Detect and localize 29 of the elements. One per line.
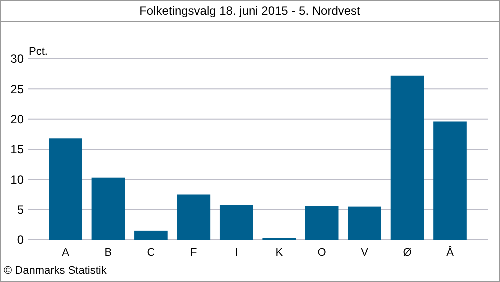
y-tick-label: 0	[17, 233, 24, 248]
x-tick-label: C	[147, 247, 156, 259]
bar	[220, 205, 254, 240]
bar	[390, 76, 424, 240]
x-tick-label: F	[190, 247, 198, 259]
text: © Danmarks Statistik	[4, 265, 108, 277]
chart-title: Folketingsvalg 18. juni 2015 - 5. Nordvest	[140, 4, 362, 18]
y-axis-title: Pct.	[29, 46, 48, 58]
bar	[177, 194, 211, 240]
bar	[348, 206, 382, 240]
x-tick-label: O	[318, 247, 327, 259]
y-tick-label: 10	[10, 172, 24, 187]
bar	[49, 138, 82, 240]
x-tick-label: B	[104, 247, 112, 259]
y-tick-label: 5	[17, 203, 24, 218]
y-tick-label: 15	[10, 142, 24, 157]
bar	[92, 178, 126, 240]
x-tick-label: Å	[446, 246, 455, 259]
bar	[434, 122, 467, 240]
bar	[134, 230, 168, 240]
y-tick-label: 25	[10, 82, 24, 96]
x-tick-label: A	[62, 247, 70, 259]
bar	[305, 206, 339, 240]
x-tick-label: K	[276, 247, 284, 259]
x-tick-label: Ø	[403, 247, 412, 259]
y-tick-label: 30	[10, 52, 24, 66]
x-tick-label: I	[235, 247, 238, 259]
x-tick-label: V	[361, 247, 370, 259]
y-tick-label: 20	[10, 112, 24, 127]
